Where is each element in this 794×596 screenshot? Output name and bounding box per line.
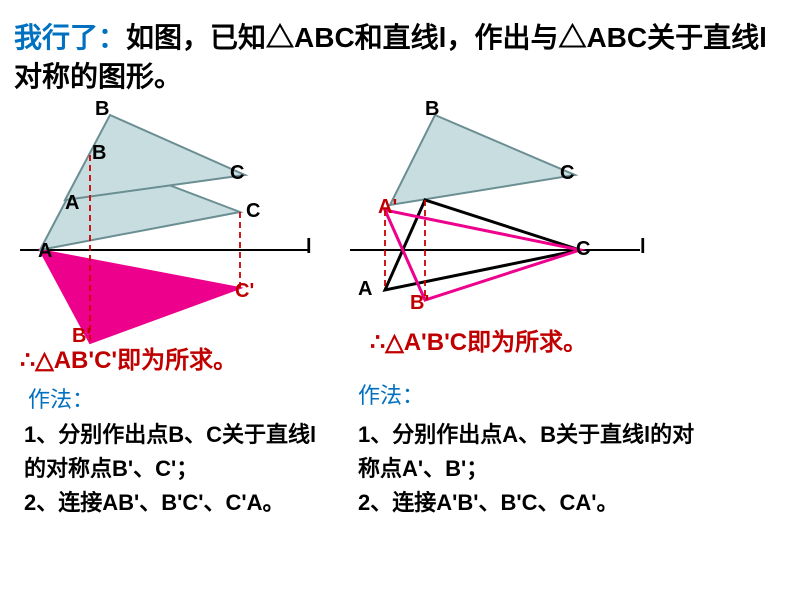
label-B2: B (92, 142, 106, 165)
step-right-1: 1、分别作出点A、B关于直线l的对称点A'、B'； (358, 418, 698, 486)
label-rC2: C (576, 238, 590, 261)
label-l-left: l (306, 236, 312, 259)
label-l-right: l (640, 236, 646, 259)
step-left-2: 2、连接AB'、B'C'、C'A。 (24, 486, 334, 520)
diagrams: B B C C A A C' B' l B C A' C A B' l (0, 100, 794, 360)
steps-right: 1、分别作出点A、B关于直线l的对称点A'、B'； 2、连接A'B'、B'C、C… (358, 418, 698, 520)
label-A2: A (38, 240, 52, 263)
method-label-right: 作法： (358, 378, 424, 410)
steps-left: 1、分别作出点B、C关于直线l的对称点B'、C'； 2、连接AB'、B'C'、C… (24, 418, 334, 520)
left-diagram (10, 100, 340, 350)
method-label-left: 作法： (28, 382, 94, 414)
label-rA: A (358, 278, 372, 301)
right-diagram (340, 100, 670, 350)
page-title: 我行了：如图，已知△ABC和直线l，作出与△ABC关于直线l对称的图形。 (14, 18, 794, 96)
step-left-1: 1、分别作出点B、C关于直线l的对称点B'、C'； (24, 418, 334, 486)
label-rC: C (560, 162, 574, 185)
label-rAp: A' (378, 196, 397, 219)
label-B1: B (95, 98, 109, 121)
label-rB: B (425, 98, 439, 121)
conclusion-right: ∴△A'B'C即为所求。 (370, 322, 587, 357)
conclusion-left: ∴△AB'C'即为所求。 (20, 340, 237, 375)
label-C2: C (246, 200, 260, 223)
title-lead: 我行了： (14, 22, 126, 53)
label-Cp: C' (235, 280, 254, 303)
label-C1: C (230, 162, 244, 185)
step-right-2: 2、连接A'B'、B'C、CA'。 (358, 486, 698, 520)
title-rest: 如图，已知△ABC和直线l，作出与△ABC关于直线l对称的图形。 (14, 22, 767, 92)
label-A1: A (65, 192, 79, 215)
label-rBp: B' (410, 292, 429, 315)
